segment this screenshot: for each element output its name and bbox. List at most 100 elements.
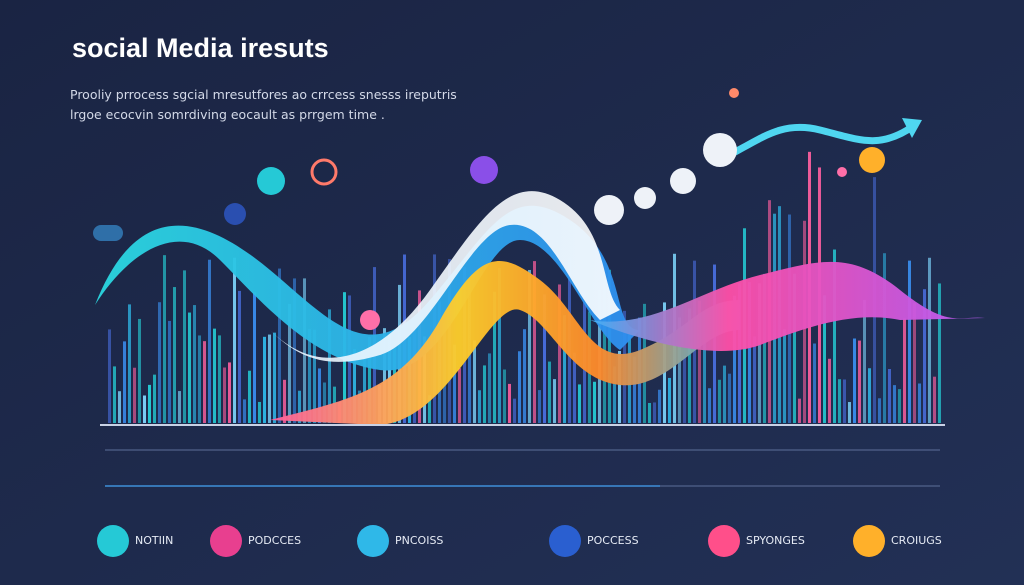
decor-bar: [848, 402, 851, 423]
decor-bar: [128, 304, 131, 423]
trend-arrow: [716, 121, 919, 164]
decor-bar: [153, 374, 156, 423]
legend-icon: [357, 525, 389, 557]
decor-bar: [683, 356, 686, 423]
decor-bar: [208, 259, 211, 423]
decor-bar: [283, 379, 286, 423]
decor-bar: [633, 356, 636, 423]
decor-bar: [243, 399, 246, 423]
decor-bar: [798, 398, 801, 423]
decor-bar: [453, 344, 456, 423]
decor-bar: [758, 283, 761, 423]
decor-bar: [213, 328, 216, 423]
decor-bar: [783, 329, 786, 423]
decor-bar: [203, 341, 206, 423]
decor-bar: [513, 398, 516, 423]
decor-bar: [823, 295, 826, 423]
decor-bar: [853, 338, 856, 423]
decor-bar: [838, 379, 841, 423]
decor-bar: [648, 402, 651, 423]
legend-label: PNCOISS: [395, 534, 443, 547]
wave-orange: [270, 260, 740, 425]
subtitle: Prooliy prrocess sgcial mresutfores ao c…: [70, 87, 457, 102]
decor-bar: [728, 373, 731, 423]
decor-bar: [268, 334, 271, 423]
dot: [703, 133, 737, 167]
decor-bar: [923, 289, 926, 423]
decor-bar: [238, 290, 241, 423]
decor-bar: [383, 328, 386, 423]
decor-bar: [883, 253, 886, 423]
decor-bar: [573, 352, 576, 423]
decor-bar: [548, 361, 551, 423]
decor-bar: [528, 269, 531, 423]
decor-bar: [938, 283, 941, 423]
dot: [859, 147, 885, 173]
icon: [224, 203, 246, 225]
decor-bar: [858, 340, 861, 423]
decor-bar: [608, 269, 611, 423]
decor-bar: [668, 377, 671, 423]
decor-bar: [173, 287, 176, 423]
decor-bar: [913, 303, 916, 423]
legend-label: CROIUGS: [891, 534, 942, 547]
decor-bar: [298, 390, 301, 423]
decor-bar: [558, 284, 561, 423]
icon: [310, 158, 338, 186]
legend-icon: [549, 525, 581, 557]
decor-bar: [753, 336, 756, 423]
decor-bar: [678, 317, 681, 423]
decor-bar: [878, 398, 881, 423]
decor-bar: [133, 367, 136, 423]
decor-bar: [703, 339, 706, 423]
decor-bar: [563, 315, 566, 423]
dot: [594, 195, 624, 225]
decor-bar: [503, 369, 506, 423]
decor-bar: [553, 379, 556, 423]
decor-bar: [253, 292, 256, 423]
decor-bar: [123, 341, 126, 423]
decor-bar: [828, 358, 831, 423]
decor-bar: [188, 312, 191, 423]
dot: [729, 88, 739, 98]
decor-bar: [718, 379, 721, 423]
decor-bar: [183, 270, 186, 423]
decor-bar: [148, 384, 151, 423]
decor-bar: [158, 302, 161, 423]
decor-bar: [933, 376, 936, 423]
decor-bar: [273, 332, 276, 423]
decor-bar: [813, 343, 816, 423]
decor-bar: [698, 300, 701, 423]
title: social Media iresuts: [72, 33, 329, 63]
legend-label: POCCESS: [587, 534, 639, 547]
decor-bar: [843, 379, 846, 423]
decor-bar: [908, 260, 911, 423]
dot: [670, 168, 696, 194]
legend-label: SPYONGES: [746, 534, 805, 547]
legend-icon: [853, 525, 885, 557]
dot: [837, 167, 847, 177]
decor-bar: [258, 401, 261, 423]
legend-icon: [210, 525, 242, 557]
decor-bar: [493, 291, 496, 423]
decor-bar: [248, 370, 251, 423]
decor-bar: [618, 350, 621, 423]
decor-bar: [318, 368, 321, 423]
decor-bar: [478, 390, 481, 423]
decor-bar: [428, 395, 431, 423]
decor-bar: [293, 278, 296, 423]
wave-pink: [590, 261, 985, 351]
decor-bar: [193, 305, 196, 423]
decor-bar: [118, 391, 121, 423]
decor-bar: [898, 389, 901, 423]
decor-bar: [498, 267, 501, 423]
decor-bar: [178, 391, 181, 423]
decor-bar: [263, 336, 266, 423]
subtitle: lrgoe ecocvin somrdiving eocault as prrg…: [70, 107, 385, 122]
decor-bar: [488, 353, 491, 423]
decor-bar: [863, 299, 866, 423]
decor-bar: [578, 384, 581, 423]
decor-bar: [138, 318, 141, 423]
decor-bar: [308, 328, 311, 423]
